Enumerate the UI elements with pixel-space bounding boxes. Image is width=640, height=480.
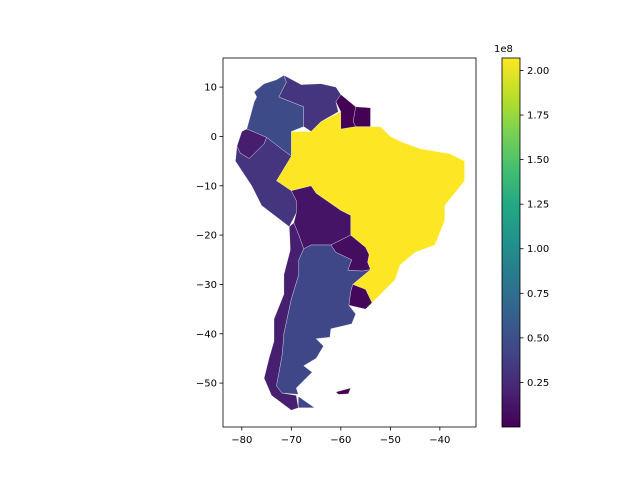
tick-label: −40 xyxy=(429,435,450,446)
tick-label: −60 xyxy=(330,435,351,446)
tick-label: 1.25 xyxy=(527,200,549,211)
tick-label: 1.50 xyxy=(527,155,549,166)
tick-label: −20 xyxy=(196,231,217,242)
region xyxy=(235,137,297,227)
tick-label: 0 xyxy=(211,132,217,143)
region xyxy=(353,106,371,127)
tick-label: −30 xyxy=(196,280,217,291)
colorbar-ticks: 0.25 0.50 0.75 1.00 1.25 1.50 1.75 2.00 xyxy=(520,66,549,389)
y-axis: 10 0 −10 −20 −30 −40 −50 xyxy=(196,83,223,390)
colorbar-offset-label: 1e8 xyxy=(494,44,513,55)
tick-label: −70 xyxy=(281,435,302,446)
tick-label: −80 xyxy=(231,435,252,446)
tick-label: −10 xyxy=(196,181,217,192)
tick-label: 2.00 xyxy=(527,66,549,77)
tick-label: 1.00 xyxy=(527,244,549,255)
tick-label: 10 xyxy=(204,83,217,94)
tick-label: 0.50 xyxy=(527,333,549,344)
axes-frame xyxy=(222,57,477,428)
region xyxy=(276,244,372,395)
colorbar xyxy=(501,57,521,428)
tick-label: −50 xyxy=(196,379,217,390)
tick-label: −50 xyxy=(380,435,401,446)
region xyxy=(335,387,351,395)
region xyxy=(298,396,316,408)
x-axis: −80 −70 −60 −50 −40 xyxy=(231,427,450,446)
tick-label: −40 xyxy=(196,329,217,340)
region xyxy=(278,74,341,132)
tick-label: 1.75 xyxy=(527,111,549,122)
tick-label: 0.75 xyxy=(527,289,549,300)
tick-label: 0.25 xyxy=(527,378,549,389)
regions xyxy=(235,74,465,411)
